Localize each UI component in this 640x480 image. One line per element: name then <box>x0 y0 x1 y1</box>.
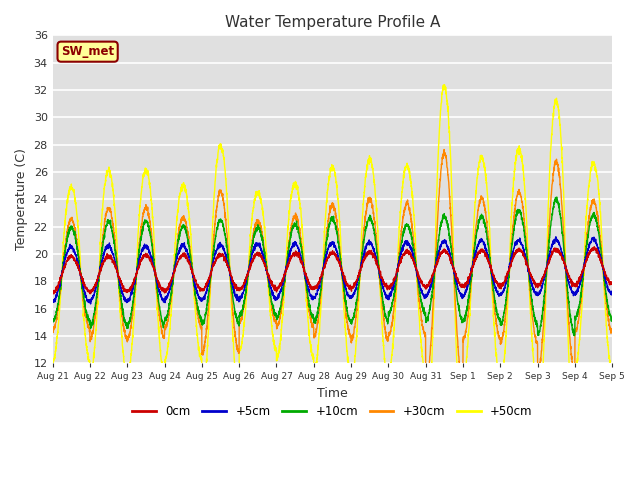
Text: SW_met: SW_met <box>61 45 114 58</box>
Y-axis label: Temperature (C): Temperature (C) <box>15 148 28 250</box>
Title: Water Temperature Profile A: Water Temperature Profile A <box>225 15 440 30</box>
X-axis label: Time: Time <box>317 387 348 400</box>
Legend: 0cm, +5cm, +10cm, +30cm, +50cm: 0cm, +5cm, +10cm, +30cm, +50cm <box>127 401 538 423</box>
